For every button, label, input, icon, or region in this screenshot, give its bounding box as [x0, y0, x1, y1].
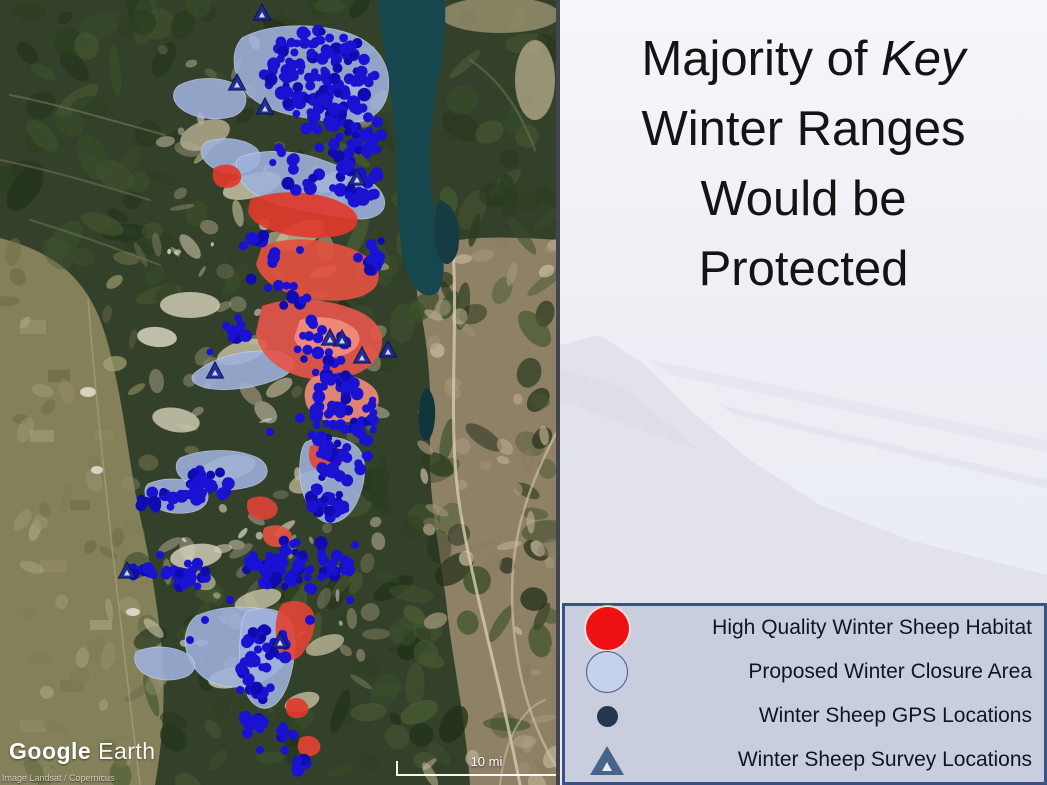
legend-symbol-cell: [565, 705, 649, 727]
closure-circle-icon: [586, 651, 628, 693]
imagery-attribution: Image Landsat / Copernicus: [2, 773, 115, 783]
legend-label: Proposed Winter Closure Area: [748, 660, 1032, 683]
legend-row-survey: Winter Sheep Survey Locations: [565, 738, 1044, 782]
title-line-2: Winter Ranges: [641, 102, 966, 156]
gps-dot-icon: [596, 705, 618, 727]
title-line-1: Majority of Key: [560, 24, 1047, 94]
map-svg: [0, 0, 558, 785]
legend-label: Winter Sheep Survey Locations: [737, 748, 1032, 771]
map-legend: High Quality Winter Sheep Habitat Propos…: [562, 603, 1047, 785]
legend-row-habitat: High Quality Winter Sheep Habitat: [565, 606, 1044, 650]
map-scale-bar: 10 mi: [396, 754, 558, 776]
satellite-map: Google Earth Image Landsat / Copernicus …: [0, 0, 558, 785]
ghost-mountain-image: [560, 335, 1047, 603]
text-panel: Majority of Key Winter Ranges Would be P…: [560, 0, 1047, 785]
roads-and-ridgelines: [0, 58, 558, 785]
title-line-1-text: Majority of: [641, 32, 882, 86]
legend-label: Winter Sheep GPS Locations: [758, 704, 1032, 727]
title-line-4: Protected: [698, 242, 909, 296]
legend-symbol-cell: [565, 651, 649, 693]
habitat-circle-icon: [585, 606, 629, 650]
slide-title: Majority of Key Winter Ranges Would be P…: [560, 0, 1047, 304]
lakes: [378, 0, 460, 441]
legend-symbol-cell: [565, 606, 649, 650]
map-scale-label: 10 mi: [470, 754, 503, 769]
panel-divider: [556, 0, 560, 785]
legend-row-gps: Winter Sheep GPS Locations: [565, 694, 1044, 738]
title-line-1-italic: Key: [881, 32, 966, 86]
legend-row-closure: Proposed Winter Closure Area: [565, 650, 1044, 694]
survey-triangle-icon: [590, 745, 624, 775]
title-line-3: Would be: [700, 172, 907, 226]
gps-dots: [127, 24, 387, 777]
legend-symbol-cell: [565, 745, 649, 776]
survey-triangles: [117, 2, 398, 649]
google-earth-logo: Google Earth: [9, 738, 156, 765]
google-logo-text: Google: [9, 738, 92, 764]
legend-label: High Quality Winter Sheep Habitat: [712, 616, 1032, 639]
earth-logo-text: Earth: [98, 738, 156, 764]
